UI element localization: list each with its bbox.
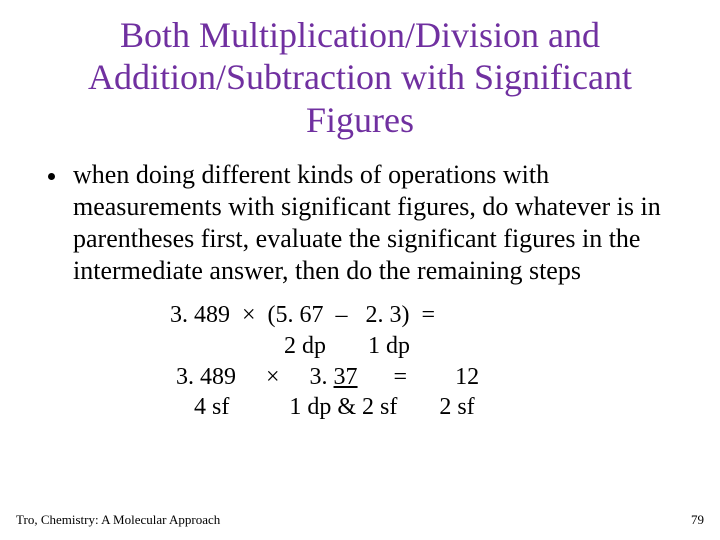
equation-row-2: 2 dp 1 dp xyxy=(170,331,720,362)
bullet-text: when doing different kinds of operations… xyxy=(73,159,680,286)
slide-title: Both Multiplication/Division and Additio… xyxy=(0,0,720,141)
bullet-dot-icon xyxy=(48,173,55,180)
bullet-item: when doing different kinds of operations… xyxy=(0,159,720,286)
equation-row-3: 3. 489 × 3. 37 = 12 xyxy=(170,362,720,393)
title-line-1: Both Multiplication/Division and xyxy=(0,14,720,56)
equation-row-4: 4 sf 1 dp & 2 sf 2 sf xyxy=(170,392,720,423)
equation-block: 3. 489 × (5. 67 – 2. 3) = 2 dp 1 dp 3. 4… xyxy=(170,300,720,423)
footer-left: Tro, Chemistry: A Molecular Approach xyxy=(16,512,220,528)
title-line-2: Addition/Subtraction with Significant xyxy=(0,56,720,98)
equation-row-1: 3. 489 × (5. 67 – 2. 3) = xyxy=(170,300,720,331)
underlined-digits: 37 xyxy=(334,364,358,390)
page-number: 79 xyxy=(691,512,704,528)
title-line-3: Figures xyxy=(0,99,720,141)
footer: Tro, Chemistry: A Molecular Approach 79 xyxy=(16,512,704,528)
